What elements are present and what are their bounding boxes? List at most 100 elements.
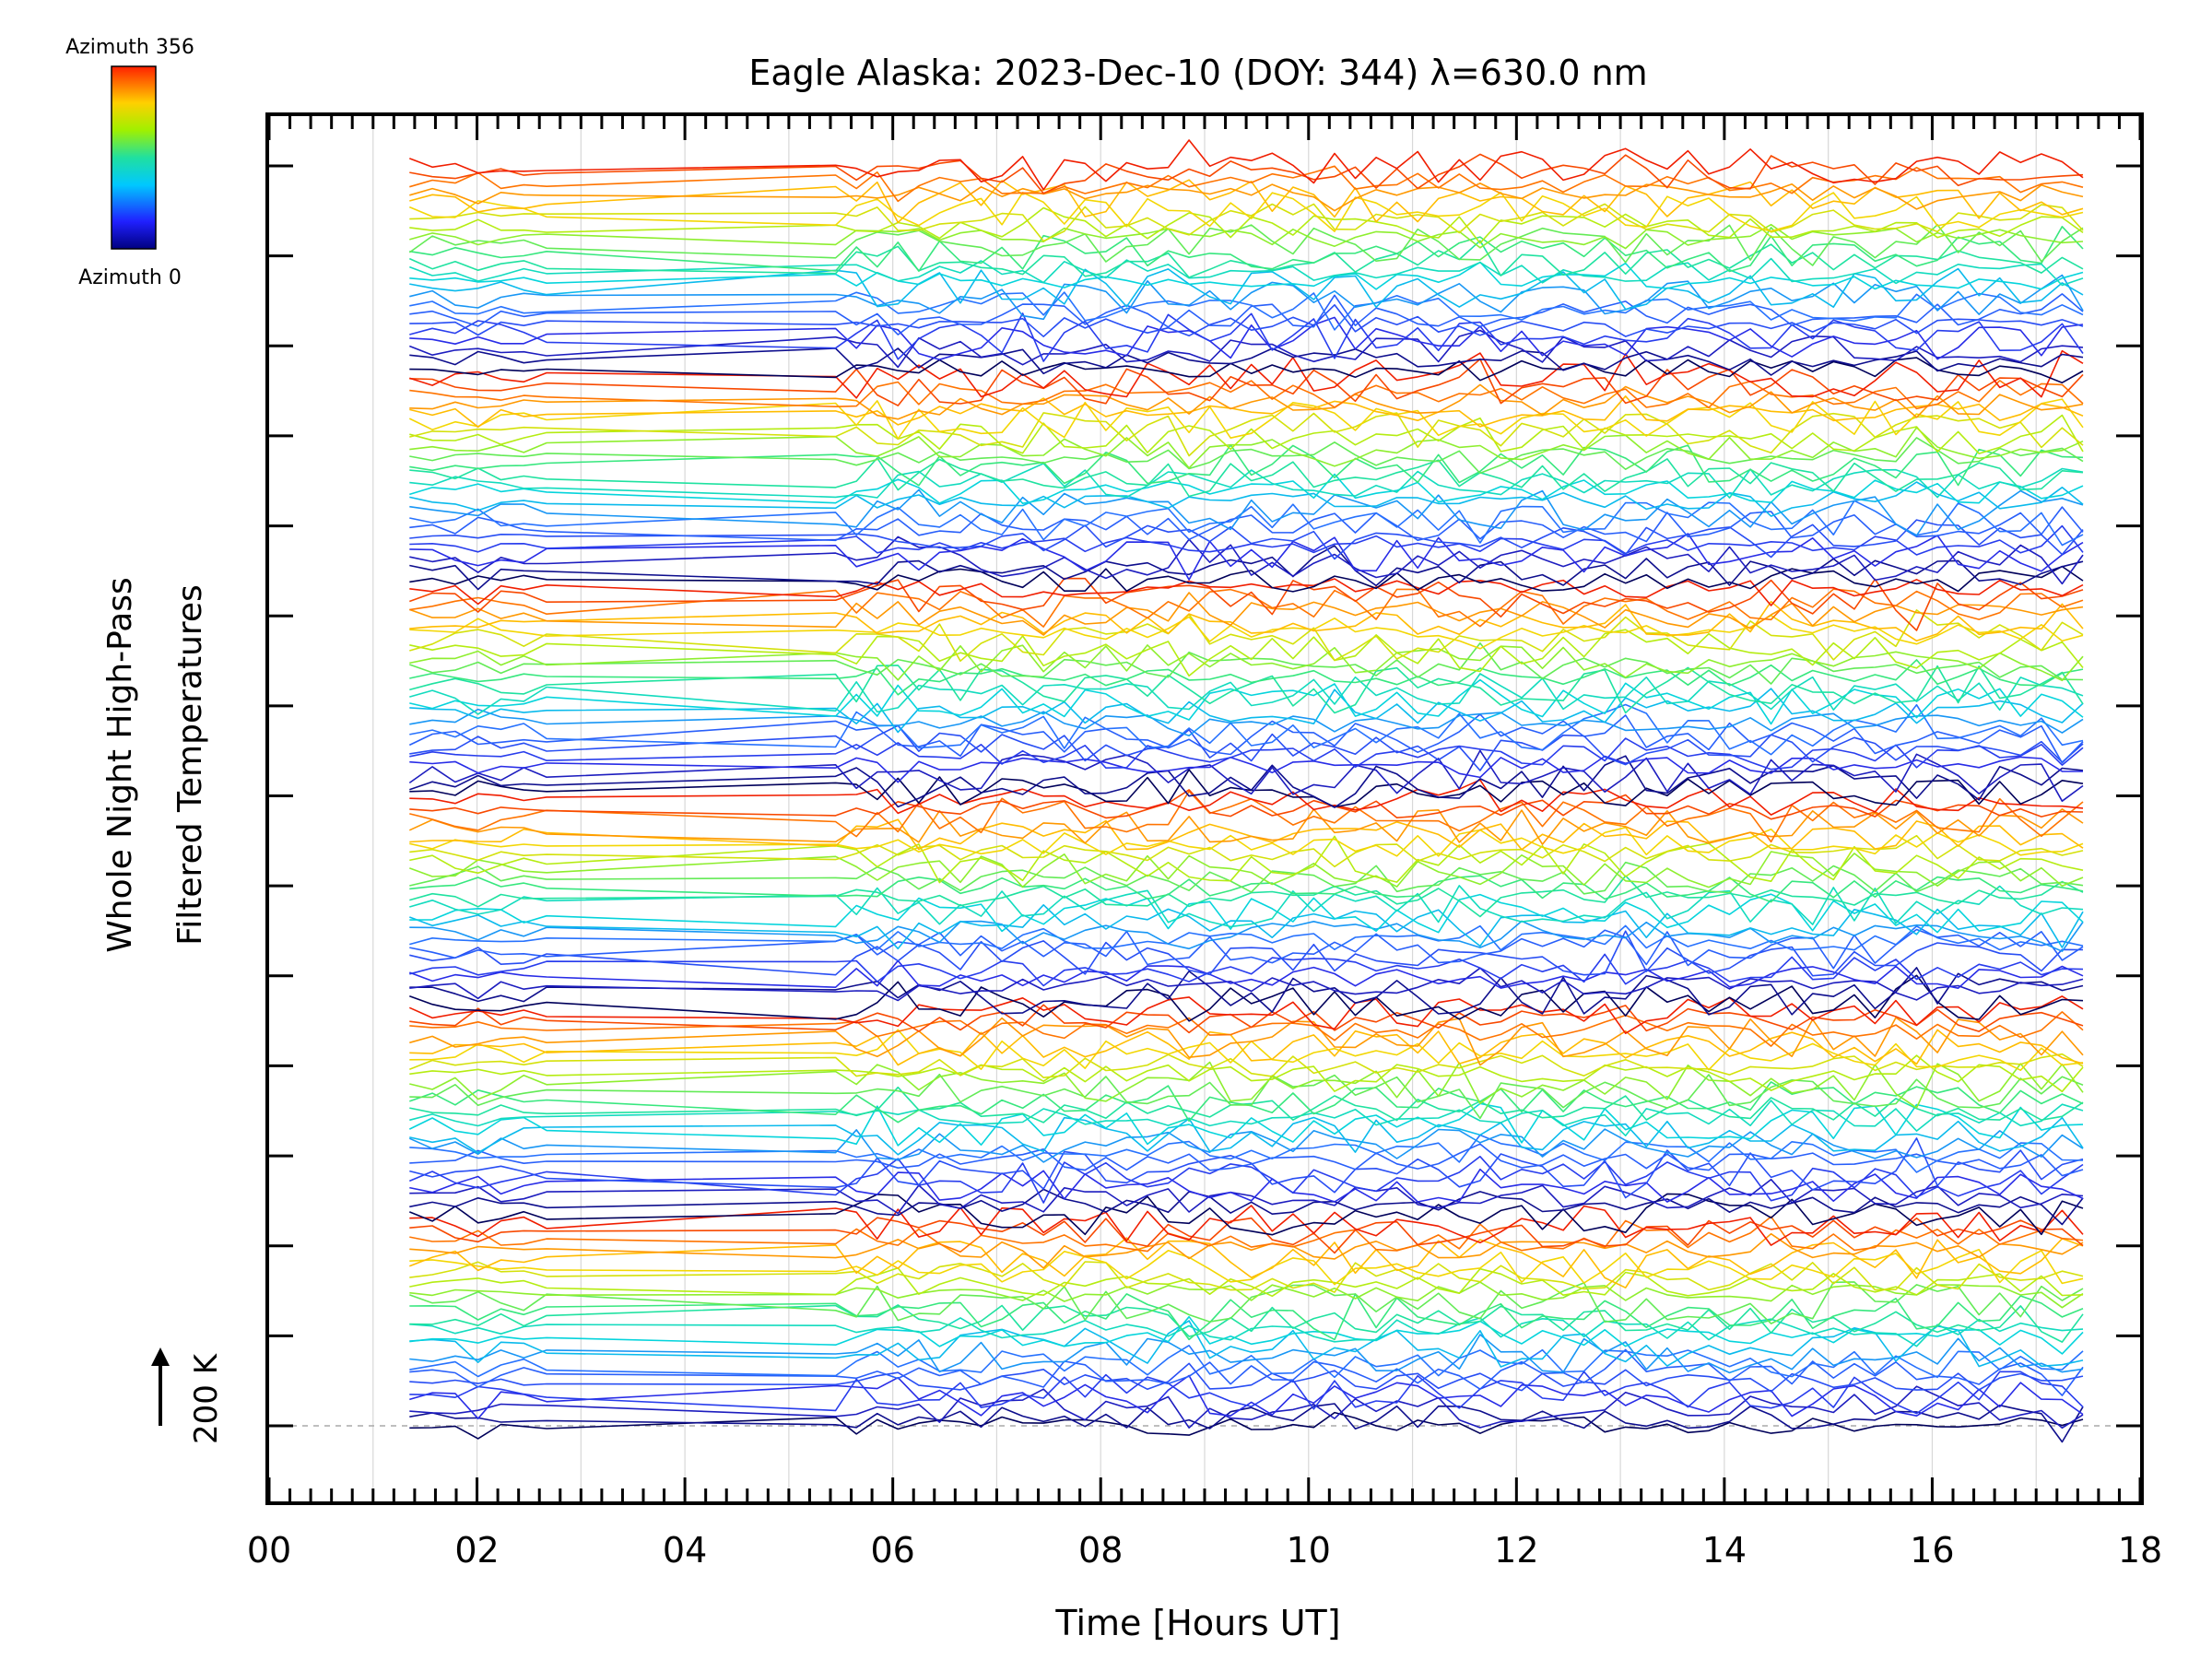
series-line — [409, 153, 2084, 194]
series-line — [409, 789, 2084, 820]
series-line — [409, 609, 2084, 663]
chart-title: Eagle Alaska: 2023-Dec-10 (DOY: 344) λ=6… — [748, 53, 1647, 93]
series-line — [409, 851, 2084, 888]
series-line — [409, 274, 2084, 321]
series-line — [409, 903, 2084, 950]
series-line — [409, 1168, 2084, 1203]
series-line — [409, 588, 2084, 628]
series-line — [409, 1281, 2084, 1324]
series-line — [409, 629, 2084, 677]
y-axis-label-line2: Filtered Temperatures — [171, 584, 209, 946]
series-line — [409, 953, 2084, 987]
series-line — [409, 457, 2084, 498]
series-line — [409, 1004, 2084, 1034]
series-line — [409, 875, 2084, 918]
series-line — [409, 312, 2084, 362]
series-line — [409, 1293, 2084, 1341]
series-line — [409, 1178, 2084, 1215]
series-line — [409, 565, 2084, 593]
series-line — [409, 545, 2084, 591]
series-line — [409, 524, 2084, 556]
series-line — [409, 414, 2084, 454]
series-line — [409, 226, 2084, 273]
series-line — [409, 1188, 2084, 1226]
series-line — [409, 223, 2084, 250]
series-line — [409, 967, 2084, 1002]
series-line — [409, 577, 2084, 631]
scale-label: 200 K — [188, 1352, 225, 1444]
x-tick-label: 06 — [870, 1530, 914, 1571]
series-line — [409, 139, 2084, 191]
series-line — [409, 412, 2084, 457]
series-line — [409, 179, 2084, 224]
series-line — [409, 257, 2084, 287]
series-line — [409, 724, 2084, 771]
series-line — [409, 1053, 2084, 1078]
series-line — [409, 291, 2084, 331]
colorbar — [111, 65, 157, 250]
x-tick-label: 04 — [663, 1530, 707, 1571]
series-line — [409, 473, 2084, 505]
series-line — [409, 1371, 2084, 1415]
series-line — [409, 861, 2084, 895]
series-line — [409, 380, 2084, 410]
series-line — [408, 749, 2084, 803]
series-line — [409, 1348, 2084, 1396]
series-line — [409, 463, 2084, 499]
series-line — [409, 1061, 2084, 1109]
series-line — [409, 928, 2084, 970]
series-line — [409, 920, 2084, 952]
x-tick-label: 18 — [2118, 1530, 2162, 1571]
series-line — [409, 755, 2084, 808]
series-line — [409, 443, 2084, 487]
y-axis-label-line1: Whole Night High-Pass — [101, 577, 139, 953]
series-line — [409, 182, 2084, 212]
series-line — [409, 1017, 2084, 1066]
x-tick-label: 12 — [1494, 1530, 1538, 1571]
series-line — [409, 578, 2084, 606]
series-line — [409, 974, 2084, 1022]
series-line — [409, 1029, 2084, 1066]
series-line — [409, 875, 2084, 903]
series-line — [409, 1073, 2084, 1120]
series-line — [409, 1232, 2084, 1269]
series-line — [409, 358, 2084, 406]
series-line — [409, 357, 2084, 384]
series-line — [409, 535, 2084, 585]
series-line — [409, 267, 2084, 311]
series-line — [409, 708, 2084, 737]
colorbar-bottom-label: Azimuth 0 — [78, 266, 182, 289]
series-line — [409, 592, 2084, 636]
series-line — [409, 703, 2084, 756]
series-line — [409, 1116, 2084, 1156]
series-line — [409, 1217, 2084, 1254]
series-line — [409, 394, 2084, 429]
series-line — [409, 1304, 2084, 1343]
series-line — [409, 678, 2084, 725]
series-line — [409, 1011, 2084, 1047]
series-line — [408, 1102, 2084, 1147]
series-line — [409, 1411, 2084, 1440]
series-line — [409, 644, 2084, 682]
series-line — [409, 688, 2084, 734]
series-line — [409, 826, 2084, 857]
x-tick-label: 02 — [454, 1530, 499, 1571]
series-line — [409, 1100, 2084, 1136]
series-line — [409, 1193, 2084, 1236]
series-line — [409, 924, 2084, 951]
series-line — [409, 1317, 2084, 1347]
series-line — [409, 1054, 2084, 1093]
series-line — [408, 995, 2084, 1034]
series-line — [409, 1143, 2084, 1177]
series-line — [409, 1137, 2084, 1199]
series-line — [409, 1403, 2084, 1443]
series-line — [408, 398, 2084, 440]
series-line — [409, 769, 2084, 808]
series-line — [409, 519, 2084, 560]
series-line — [409, 835, 2084, 884]
series-line — [409, 641, 2084, 685]
x-tick-label: 10 — [1287, 1530, 1331, 1571]
series-line — [409, 818, 2084, 851]
colorbar-top-label: Azimuth 356 — [65, 36, 194, 59]
